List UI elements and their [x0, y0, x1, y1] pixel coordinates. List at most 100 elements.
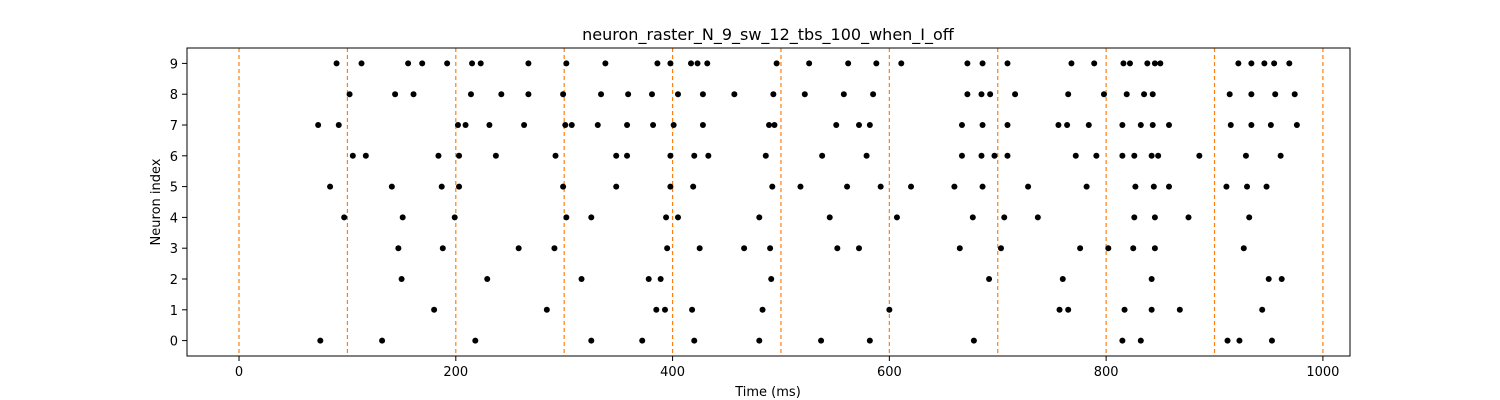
spike-point: [699, 122, 706, 128]
spike-point: [1137, 122, 1144, 128]
spike-point: [1004, 60, 1011, 67]
spike-point: [958, 152, 965, 159]
spike-point: [818, 337, 825, 344]
spike-point: [986, 276, 993, 282]
spike-point: [1224, 337, 1231, 344]
spike-point: [1151, 245, 1158, 252]
spike-point: [873, 60, 880, 67]
spike-point: [439, 245, 446, 252]
spike-point: [657, 276, 664, 282]
spike-point: [699, 91, 706, 98]
spike-point: [664, 245, 671, 252]
spike-point: [756, 337, 763, 344]
spike-point: [624, 152, 631, 159]
spike-point: [602, 60, 609, 67]
spike-point: [766, 122, 773, 128]
spike-point: [552, 152, 559, 159]
spike-point: [806, 60, 813, 67]
spike-point: [650, 122, 657, 128]
spike-point: [1144, 60, 1151, 67]
x-tick-label: 0: [235, 365, 243, 380]
chart-title: neuron_raster_N_9_sw_12_tbs_100_when_I_o…: [582, 25, 955, 45]
spike-point: [1034, 214, 1041, 221]
spike-point: [1148, 276, 1155, 282]
spike-point: [1268, 337, 1275, 344]
x-axis-ticks: 0 200 400 600 800 1000: [235, 356, 1339, 380]
spike-point: [1059, 276, 1066, 282]
spike-point: [456, 152, 463, 159]
spike-point: [613, 183, 620, 190]
spike-point: [1291, 91, 1298, 98]
spike-point: [578, 276, 585, 282]
spike-point: [1223, 183, 1230, 190]
spike-point: [691, 337, 698, 344]
spike-point: [834, 245, 841, 252]
spike-point: [484, 276, 491, 282]
spike-point: [1150, 183, 1157, 190]
spike-point: [705, 152, 712, 159]
spike-point: [521, 122, 528, 128]
spike-point: [563, 60, 570, 67]
spike-point: [694, 60, 701, 67]
spike-point: [667, 60, 674, 67]
spike-point: [1267, 122, 1274, 128]
spike-point: [1119, 152, 1126, 159]
spike-point: [410, 91, 417, 98]
spike-point: [1100, 91, 1107, 98]
spike-point: [661, 306, 668, 313]
spike-point: [1130, 245, 1137, 252]
spike-point: [1137, 337, 1144, 344]
spike-point: [691, 152, 698, 159]
spike-point: [1151, 60, 1158, 67]
spike-point: [771, 122, 778, 128]
y-tick-label: 0: [170, 335, 178, 350]
x-axis-label: Time (ms): [734, 385, 801, 400]
spike-point: [1077, 245, 1084, 252]
spike-point: [1119, 122, 1126, 128]
spike-point: [1012, 91, 1019, 98]
y-tick-label: 3: [170, 242, 178, 257]
spike-point: [568, 122, 575, 128]
spike-point: [770, 91, 777, 98]
spike-point: [1278, 276, 1285, 282]
spike-point: [594, 122, 601, 128]
spike-point: [964, 60, 971, 67]
spike-point: [908, 183, 915, 190]
spike-point: [1148, 306, 1155, 313]
spike-point: [978, 91, 985, 98]
spike-point: [1277, 152, 1284, 159]
spike-point: [870, 91, 877, 98]
spike-point: [438, 183, 445, 190]
x-tick-label: 600: [877, 365, 902, 380]
spike-point: [987, 91, 994, 98]
spike-point: [477, 60, 484, 67]
spike-point: [969, 214, 976, 221]
spike-point: [395, 245, 402, 252]
spike-point: [1064, 122, 1071, 128]
spike-point: [1120, 60, 1127, 67]
spike-point: [1248, 91, 1255, 98]
spike-point: [1226, 91, 1233, 98]
spike-point: [362, 152, 369, 159]
spike-point: [624, 122, 631, 128]
spike-point: [863, 152, 870, 159]
spike-point: [639, 337, 646, 344]
spike-point: [689, 306, 696, 313]
spike-point: [1185, 214, 1192, 221]
y-tick-label: 5: [170, 181, 178, 196]
spike-point: [1151, 214, 1158, 221]
spike-point: [1025, 183, 1032, 190]
spike-point: [840, 91, 847, 98]
y-tick-label: 7: [170, 119, 178, 134]
y-tick-label: 8: [170, 88, 178, 103]
spike-point: [1149, 122, 1156, 128]
spike-point: [979, 183, 986, 190]
spike-point: [997, 245, 1004, 252]
spike-point: [469, 60, 476, 67]
spike-point: [388, 183, 395, 190]
x-tick-label: 800: [1094, 365, 1119, 380]
spike-point: [690, 183, 697, 190]
spike-point: [844, 183, 851, 190]
spike-point: [979, 122, 986, 128]
